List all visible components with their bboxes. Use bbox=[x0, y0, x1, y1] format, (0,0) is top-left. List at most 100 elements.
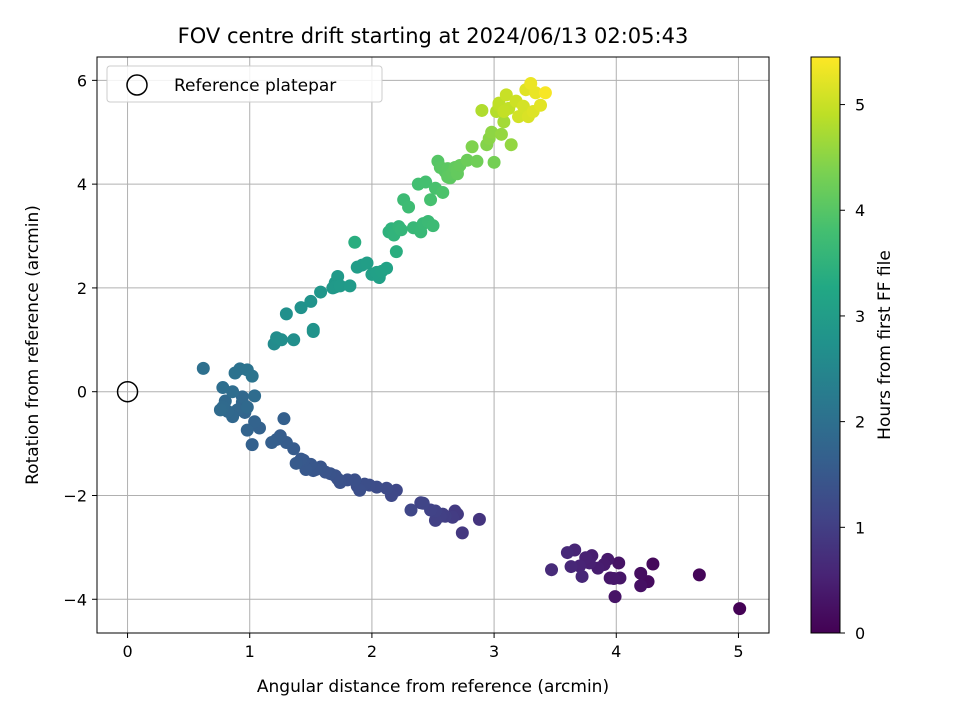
data-point bbox=[497, 104, 511, 118]
data-point bbox=[245, 369, 259, 383]
y-tick-label: 6 bbox=[77, 71, 87, 90]
data-point bbox=[733, 602, 747, 616]
plot-frame bbox=[96, 56, 770, 634]
data-point bbox=[380, 261, 394, 275]
data-point bbox=[216, 381, 230, 395]
colorbar-gradient bbox=[810, 56, 841, 634]
x-tick-label: 0 bbox=[122, 642, 132, 661]
y-tick-label: 4 bbox=[77, 175, 87, 194]
data-point bbox=[389, 245, 403, 259]
x-tick-label: 3 bbox=[489, 642, 499, 661]
data-point bbox=[497, 115, 511, 129]
data-point bbox=[304, 294, 318, 308]
data-point bbox=[475, 103, 489, 117]
colorbar-tick-label: 4 bbox=[855, 201, 865, 220]
data-point bbox=[287, 333, 301, 347]
data-point bbox=[196, 361, 210, 375]
data-point bbox=[426, 219, 440, 233]
data-point bbox=[634, 566, 648, 580]
data-point bbox=[428, 513, 442, 527]
data-point bbox=[692, 568, 706, 582]
x-axis-ticks: 0 1 2 3 4 5 bbox=[122, 633, 744, 661]
colorbar-label: Hours from first FF file bbox=[875, 250, 895, 440]
data-point bbox=[265, 436, 279, 450]
y-tick-label: −4 bbox=[63, 590, 87, 609]
data-point bbox=[343, 279, 357, 293]
data-point bbox=[294, 301, 308, 315]
data-point bbox=[487, 155, 501, 169]
data-point bbox=[538, 86, 552, 100]
data-points bbox=[196, 76, 747, 616]
y-axis-ticks: −4 −2 0 2 4 6 bbox=[63, 71, 97, 609]
data-point bbox=[380, 481, 394, 495]
data-point bbox=[465, 140, 479, 154]
x-tick-label: 1 bbox=[245, 642, 255, 661]
data-point bbox=[289, 456, 303, 470]
colorbar: 0 1 2 3 4 5 Hours from first FF file bbox=[810, 56, 895, 643]
data-point bbox=[240, 400, 254, 414]
y-tick-label: −2 bbox=[63, 486, 87, 505]
data-point bbox=[333, 279, 347, 293]
data-point bbox=[416, 496, 430, 510]
data-point bbox=[564, 560, 578, 574]
legend-box bbox=[106, 65, 383, 103]
colorbar-tick-label: 0 bbox=[855, 624, 865, 643]
colorbar-tick-label: 5 bbox=[855, 96, 865, 115]
data-point bbox=[485, 125, 499, 139]
data-point bbox=[607, 572, 621, 586]
data-point bbox=[634, 579, 648, 593]
data-point bbox=[245, 438, 259, 452]
colorbar-ticks: 0 1 2 3 4 5 bbox=[840, 96, 865, 643]
x-tick-label: 5 bbox=[733, 642, 743, 661]
grid-lines bbox=[97, 57, 769, 633]
data-point bbox=[279, 307, 293, 321]
data-point bbox=[516, 99, 530, 113]
data-point bbox=[512, 110, 526, 124]
reference-point bbox=[116, 380, 139, 403]
data-point bbox=[575, 569, 589, 583]
data-point bbox=[248, 389, 262, 403]
legend-entry-reference: Reference platepar bbox=[174, 76, 336, 96]
legend: Reference platepar bbox=[106, 65, 383, 103]
y-tick-label: 0 bbox=[77, 383, 87, 402]
data-point bbox=[360, 256, 374, 270]
chart-title: FOV centre drift starting at 2024/06/13 … bbox=[178, 24, 689, 48]
data-point bbox=[504, 138, 518, 152]
data-point bbox=[470, 154, 484, 168]
data-point bbox=[277, 412, 291, 426]
colorbar-tick-label: 2 bbox=[855, 413, 865, 432]
data-point bbox=[608, 590, 622, 604]
y-axis-label: Rotation from reference (arcmin) bbox=[23, 205, 43, 485]
y-tick-label: 2 bbox=[77, 279, 87, 298]
data-point bbox=[353, 483, 367, 497]
legend-marker-icon bbox=[126, 74, 148, 96]
data-point bbox=[436, 185, 450, 199]
data-point bbox=[534, 98, 548, 112]
data-point bbox=[560, 546, 574, 560]
reference-marker bbox=[116, 380, 139, 403]
data-point bbox=[524, 76, 538, 90]
data-point bbox=[235, 390, 249, 404]
data-point bbox=[213, 403, 227, 417]
data-point bbox=[424, 193, 438, 207]
colorbar-tick-label: 1 bbox=[855, 518, 865, 537]
data-point bbox=[646, 557, 660, 571]
data-point bbox=[494, 127, 508, 141]
data-point bbox=[274, 333, 288, 347]
data-point bbox=[306, 325, 320, 339]
data-point bbox=[226, 385, 240, 399]
data-point bbox=[402, 200, 416, 214]
data-point bbox=[460, 153, 474, 167]
data-point bbox=[472, 512, 486, 526]
data-point bbox=[499, 88, 513, 102]
data-point bbox=[314, 285, 328, 299]
x-axis-label: Angular distance from reference (arcmin) bbox=[257, 677, 609, 697]
data-point bbox=[419, 175, 433, 189]
data-point bbox=[394, 223, 408, 237]
data-point bbox=[240, 423, 254, 437]
colorbar-tick-label: 3 bbox=[855, 307, 865, 326]
data-point bbox=[612, 556, 626, 570]
data-point bbox=[545, 563, 559, 577]
data-point bbox=[455, 526, 469, 540]
